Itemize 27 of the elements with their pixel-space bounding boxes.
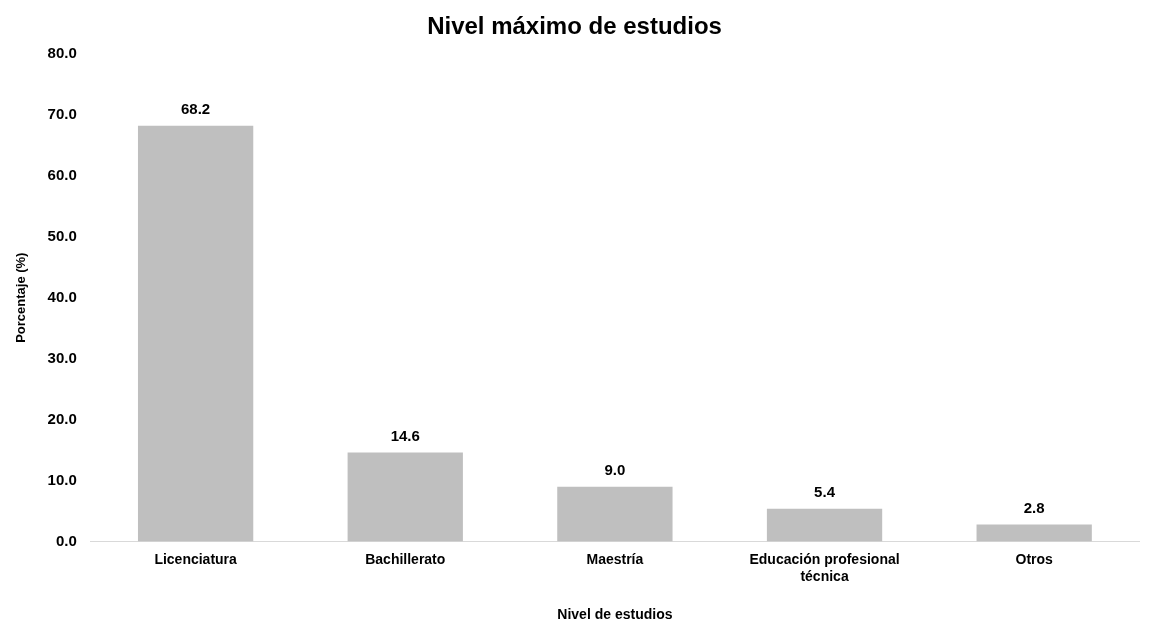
y-tick-label: 80.0 — [47, 43, 77, 61]
bar — [347, 452, 463, 542]
y-tick-label: 10.0 — [47, 470, 77, 488]
y-axis-title: Porcentaje (%) — [13, 252, 29, 343]
y-tick-label: 60.0 — [47, 165, 77, 183]
y-tick-label: 30.0 — [47, 348, 77, 366]
bar — [976, 524, 1092, 542]
x-axis-title: Nivel de estudios — [557, 606, 673, 623]
chart-title: Nivel máximo de estudios — [427, 12, 722, 40]
x-tick-label: Bachillerato — [365, 550, 446, 567]
bar — [766, 508, 883, 542]
data-label: 9.0 — [604, 461, 626, 479]
y-tick-label: 20.0 — [47, 409, 77, 427]
y-tick-label: 40.0 — [47, 287, 77, 305]
x-tick-label: Maestría — [586, 550, 644, 567]
data-label: 2.8 — [1023, 499, 1045, 517]
y-tick-label: 0.0 — [55, 531, 77, 549]
x-tick-label: Licenciatura — [154, 550, 238, 567]
data-label: 5.4 — [814, 483, 836, 501]
x-tick-label: Educación profesional técnica — [749, 550, 900, 584]
data-label: 14.6 — [390, 427, 420, 445]
y-tick-label: 70.0 — [47, 104, 77, 122]
bar — [557, 486, 673, 542]
data-label: 68.2 — [181, 100, 211, 118]
x-tick-label: Otros — [1015, 550, 1054, 567]
y-tick-label: 50.0 — [47, 226, 77, 244]
bar — [137, 125, 254, 542]
